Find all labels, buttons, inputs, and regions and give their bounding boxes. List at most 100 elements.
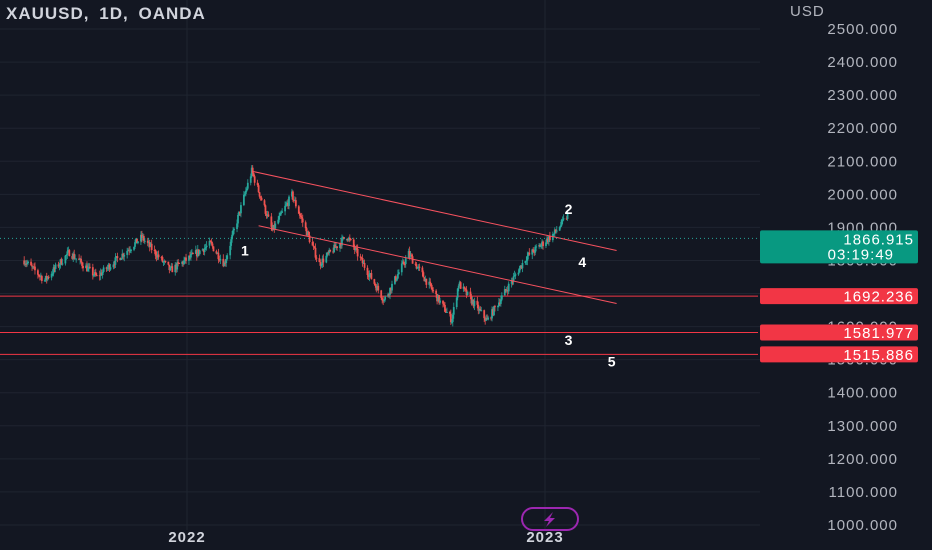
- candle-body: [334, 244, 337, 248]
- candle-body: [140, 234, 143, 238]
- candle-body: [445, 311, 447, 313]
- candle-body: [366, 267, 369, 276]
- candle-body: [333, 244, 336, 253]
- candle-body: [277, 219, 280, 224]
- candle-body: [222, 258, 225, 267]
- candle-body: [250, 167, 253, 177]
- candle-body: [552, 233, 555, 235]
- candle-body: [291, 191, 293, 197]
- candle-body: [492, 309, 494, 316]
- candle-body: [390, 287, 392, 291]
- candle-body: [300, 217, 303, 219]
- candle-body: [480, 310, 483, 312]
- wave-label: 1: [241, 243, 249, 259]
- candle-body: [259, 196, 262, 198]
- candle-body: [326, 252, 329, 256]
- candle-body: [284, 205, 286, 212]
- candle-body: [401, 261, 404, 264]
- y-tick-label: 2000.000: [827, 186, 898, 203]
- candle-body: [342, 236, 344, 238]
- candle-body: [50, 273, 53, 278]
- candle-body: [43, 280, 46, 282]
- candle-body: [79, 258, 81, 260]
- candle-body: [100, 272, 103, 276]
- candle-body: [61, 263, 64, 265]
- candle-body: [67, 250, 70, 252]
- candle-body: [533, 252, 536, 254]
- candle-body: [27, 261, 30, 263]
- candle-body: [293, 199, 295, 201]
- candle-body: [498, 302, 500, 307]
- candle-body: [503, 289, 506, 296]
- candle-body: [245, 188, 248, 191]
- candle-body: [374, 283, 377, 286]
- candle-body: [423, 277, 426, 282]
- candle-body: [183, 260, 185, 264]
- candle-body: [168, 264, 171, 271]
- candle-body: [91, 267, 94, 276]
- candle-body: [565, 218, 568, 220]
- candle-body: [105, 267, 108, 269]
- candle-body: [122, 253, 125, 257]
- candle-body: [500, 295, 503, 300]
- candle-body: [319, 262, 322, 266]
- candle-body: [466, 291, 469, 296]
- candle-body: [340, 243, 342, 246]
- candle-body: [272, 224, 275, 231]
- level-price-tag: [760, 346, 918, 363]
- candle-body: [397, 272, 400, 275]
- candle-body: [389, 287, 391, 295]
- candle-body: [408, 251, 411, 257]
- candle-body: [352, 239, 355, 248]
- candle-body: [520, 265, 523, 269]
- candle-body: [424, 278, 427, 282]
- candle-body: [335, 246, 337, 248]
- candle-body: [478, 308, 481, 311]
- candle-body: [561, 219, 564, 221]
- candle-body: [209, 240, 212, 242]
- candle-body: [356, 248, 359, 257]
- candle-body: [545, 242, 547, 247]
- candle-body: [494, 306, 496, 308]
- candle-body: [464, 288, 467, 290]
- candle-body: [343, 236, 345, 239]
- candle-body: [260, 197, 263, 201]
- level-price-tag: [760, 324, 918, 341]
- candle-body: [252, 173, 255, 177]
- candle-body: [197, 249, 200, 255]
- candle-body: [143, 240, 146, 242]
- candle-body: [414, 263, 417, 265]
- candle-body: [322, 258, 325, 263]
- candle-body: [133, 246, 135, 250]
- candle-body: [285, 204, 287, 206]
- candle-body: [60, 259, 63, 265]
- candle-body: [301, 218, 304, 223]
- candle-body: [455, 297, 458, 308]
- candle-body: [171, 266, 174, 273]
- candle-body: [438, 295, 440, 303]
- candle-body: [142, 236, 145, 241]
- candle-body: [493, 306, 495, 316]
- candle-body: [225, 259, 228, 264]
- candle-body: [30, 261, 32, 266]
- candle-body: [263, 200, 266, 206]
- candle-body: [82, 265, 84, 269]
- candle-body: [388, 294, 390, 296]
- y-tick-label: 1100.000: [829, 484, 898, 501]
- candle-body: [174, 264, 177, 273]
- candle-body: [534, 246, 537, 253]
- candle-body: [435, 290, 438, 295]
- candle-body: [212, 246, 215, 252]
- candle-body: [373, 279, 376, 284]
- candle-body: [558, 227, 561, 231]
- candle-body: [279, 212, 282, 216]
- candle-body: [68, 250, 71, 257]
- candle-body: [341, 237, 343, 246]
- y-tick-label: 1300.000: [827, 418, 898, 435]
- y-tick-label: 1400.000: [827, 385, 898, 402]
- candle-body: [311, 242, 314, 246]
- candle-body: [430, 283, 433, 288]
- candle-body: [223, 262, 226, 267]
